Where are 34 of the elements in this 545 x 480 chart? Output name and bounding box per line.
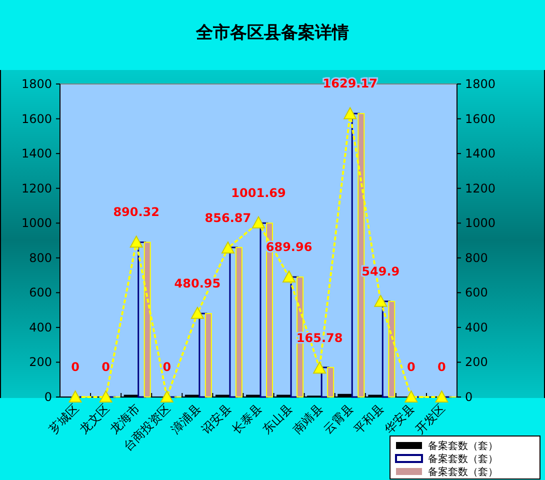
y-tick-label: 1600 bbox=[21, 112, 52, 126]
legend-label: 备案套数（套） bbox=[428, 440, 498, 452]
legend-label: 备案套数（套） bbox=[428, 453, 498, 465]
y2-tick-label: 1200 bbox=[465, 181, 496, 196]
y2-tick-label: 1800 bbox=[465, 77, 496, 91]
data-label: 0 bbox=[407, 360, 416, 374]
data-label: 890.32 bbox=[113, 205, 160, 220]
y-tick-label: 0 bbox=[44, 390, 52, 404]
data-label: 0 bbox=[102, 360, 110, 374]
data-label: 1001.69 bbox=[231, 186, 286, 200]
y-tick-label: 1400 bbox=[21, 146, 52, 161]
y2-tick-label: 800 bbox=[465, 250, 488, 265]
y-tick-label: 1000 bbox=[21, 216, 52, 230]
y2-tick-label: 0 bbox=[465, 390, 473, 404]
data-label: 0 bbox=[438, 360, 446, 374]
legend-label: 备案套数（套） bbox=[428, 466, 498, 478]
y2-tick-label: 600 bbox=[465, 286, 488, 300]
y2-tick-label: 1400 bbox=[465, 146, 496, 161]
chart-title: 全市各区县备案详情 bbox=[195, 22, 349, 43]
y2-tick-label: 200 bbox=[465, 355, 488, 370]
data-label: 0 bbox=[71, 360, 80, 374]
y-tick-label: 1200 bbox=[21, 181, 52, 196]
data-label: 856.87 bbox=[204, 211, 252, 225]
y-tick-label: 200 bbox=[29, 355, 52, 370]
y2-tick-label: 1000 bbox=[465, 216, 496, 230]
data-label: 480.95 bbox=[174, 276, 221, 290]
y2-tick-label: 1600 bbox=[465, 112, 496, 126]
x-tick-label: 芗城区 bbox=[46, 401, 82, 437]
y-tick-label: 800 bbox=[29, 250, 52, 265]
y-tick-label: 1800 bbox=[21, 77, 52, 91]
data-label: 0 bbox=[162, 360, 172, 374]
y2-tick-label: 400 bbox=[465, 320, 488, 334]
y-tick-label: 600 bbox=[29, 286, 52, 300]
y-tick-label: 400 bbox=[29, 320, 52, 334]
